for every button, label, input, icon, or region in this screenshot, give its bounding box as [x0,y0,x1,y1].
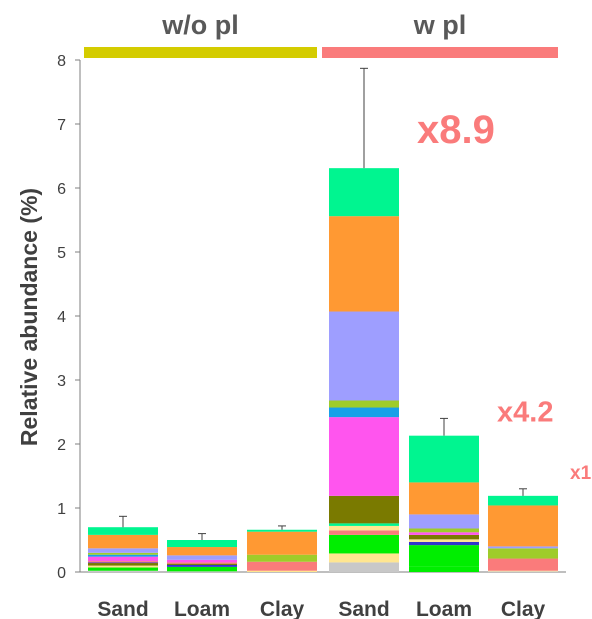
bar-segment [88,534,158,549]
bar-segment [488,570,558,572]
y-tick-label-3: 3 [57,373,66,390]
x-tick-label-clay: Clay [260,598,305,619]
y-tick-label-0: 0 [57,565,66,582]
bar-segment [88,548,158,553]
bar-segment [329,523,399,526]
bar-segment [488,558,558,571]
bar-segment [247,529,317,532]
bar-segment [409,539,479,542]
bar-segment [88,565,158,568]
bar-segment [329,417,399,496]
group-label-w-pl: w pl [413,10,467,40]
bar-segment [88,563,158,566]
fold-change-label-x8-9: x8.9 [417,108,495,152]
group-headers: w/o pl w pl [84,10,558,58]
x-tick-label-sand: Sand [97,598,148,619]
bars [88,168,558,572]
y-axis-label: Relative abundance (%) [16,188,42,446]
bar-segment [167,564,237,567]
bar-segment [409,435,479,483]
bar-segment [167,540,237,548]
bar-segment [329,407,399,418]
bar-segment [329,530,399,535]
bar-sand-w-o-pl [88,527,158,572]
bar-segment [488,546,558,549]
error-bar [278,525,286,530]
bar-segment [247,554,317,562]
bar-segment [409,566,479,572]
bar-segment [488,548,558,559]
y-tick-label-6: 6 [57,181,66,198]
bar-segment [247,531,317,555]
x-tick-label-sand: Sand [338,598,389,619]
bar-segment [88,552,158,555]
group-bar-w-o-pl [84,47,317,58]
bar-segment [329,400,399,408]
bar-segment [88,554,158,557]
bar-sand-w-pl [329,168,399,572]
bar-segment [167,555,237,560]
bar-segment [329,495,399,524]
fold-change-label-x1-8: x1.8 [570,463,592,484]
error-bar [198,533,206,540]
bar-segment [88,567,158,571]
bar-segment [409,541,479,546]
bar-segment [88,556,158,562]
x-tick-label-loam: Loam [174,598,230,619]
y-tick-label-2: 2 [57,437,66,454]
error-bar [119,515,127,528]
axes: 0 1 2 3 4 5 6 7 8 [57,53,566,582]
x-tick-label-loam: Loam [416,598,472,619]
bar-loam-w-o-pl [167,540,237,572]
fold-change-label-x4-2: x4.2 [497,397,553,429]
bar-segment [247,570,317,572]
bar-segment [329,562,399,572]
bar-segment [167,562,237,564]
bar-segment [167,547,237,556]
y-tick-label-7: 7 [57,117,66,134]
bar-segment [329,168,399,217]
bar-segment [329,216,399,312]
bar-segment [88,570,158,572]
group-label-w-o-pl: w/o pl [161,10,239,40]
bar-segment [329,534,399,554]
bar-clay-w-pl [488,495,558,572]
bar-segment [88,561,158,563]
bar-segment [167,566,237,572]
error-bar [519,488,527,496]
y-tick-label-4: 4 [57,309,66,326]
bar-segment [409,532,479,535]
bar-segment [409,534,479,540]
bar-clay-w-o-pl [247,529,317,572]
bar-segment [488,505,558,547]
group-bar-w-pl [322,47,558,58]
bar-segment [88,562,158,564]
y-tick-label-1: 1 [57,501,66,518]
x-tick-label-clay: Clay [501,598,546,619]
bar-segment [488,571,558,572]
bar-segment [409,528,479,533]
bar-segment [329,553,399,563]
bar-segment [488,495,558,506]
bar-segment [329,525,399,531]
y-tick-label-5: 5 [57,245,66,262]
bar-segment [247,561,317,571]
bar-segment [167,571,237,572]
error-bars [119,67,527,540]
labels: Sand Loam Clay Sand Loam Clay x8.9 x4.2 x1.8 [97,108,592,619]
bar-segment [409,514,479,529]
bar-segment [329,311,399,401]
bar-segment [88,527,158,535]
bar-segment [167,563,237,565]
bar-segment [167,559,237,563]
bar-segment [409,545,479,567]
y-tick-label-8: 8 [57,53,66,70]
bar-loam-w-pl [409,435,479,572]
error-bar [440,417,448,436]
error-bar [360,67,368,169]
bar-segment [409,482,479,515]
